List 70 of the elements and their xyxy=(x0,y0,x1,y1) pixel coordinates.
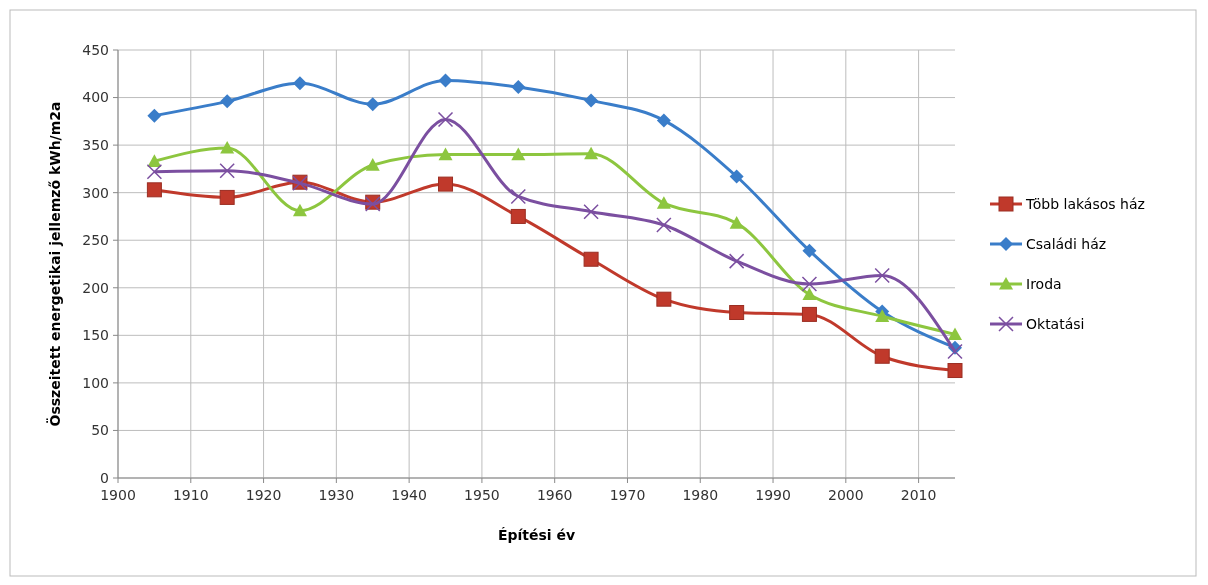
point xyxy=(729,169,744,184)
y-tick-label: 450 xyxy=(82,41,109,58)
y-tick-label: 100 xyxy=(82,374,109,391)
legend-label: Iroda xyxy=(1026,275,1062,292)
point xyxy=(947,363,963,379)
legend-label: Családi ház xyxy=(1026,235,1107,252)
point xyxy=(438,176,454,192)
point xyxy=(874,267,890,284)
point xyxy=(802,243,817,258)
point xyxy=(292,203,307,217)
point xyxy=(656,291,672,307)
y-tick-label: 300 xyxy=(82,184,109,201)
x-tick-label: 1990 xyxy=(755,487,791,503)
y-tick-label: 250 xyxy=(82,232,109,249)
y-tick-label: 50 xyxy=(91,422,109,439)
point xyxy=(729,305,745,321)
y-axis-title: Összeitett energetikai jellemző kWh/m2a xyxy=(46,101,63,427)
point xyxy=(948,327,962,340)
x-tick-label: 2000 xyxy=(828,487,864,503)
x-tick-label: 1930 xyxy=(318,487,355,503)
point xyxy=(511,147,526,161)
point xyxy=(656,217,672,233)
y-tick-label: 0 xyxy=(100,469,109,486)
x-tick-label: 2010 xyxy=(900,487,937,503)
point xyxy=(510,208,526,224)
point xyxy=(146,163,163,180)
point xyxy=(874,348,890,364)
point xyxy=(437,111,454,128)
point xyxy=(438,73,453,88)
point xyxy=(583,251,599,267)
x-axis-title: Építési év xyxy=(497,527,576,543)
point xyxy=(147,154,162,167)
legend-label: Oktatási xyxy=(1026,315,1085,332)
x-tick-label: 1980 xyxy=(682,487,719,503)
point xyxy=(147,108,162,123)
x-tick-label: 1900 xyxy=(100,487,136,503)
point xyxy=(875,309,890,322)
y-tick-label: 400 xyxy=(82,89,109,106)
x-tick-label: 1960 xyxy=(536,487,573,503)
x-tick-label: 1970 xyxy=(609,487,646,503)
point xyxy=(801,306,817,322)
point xyxy=(511,80,526,95)
point xyxy=(365,97,380,112)
point xyxy=(510,188,527,205)
legend-label: Több lakásos ház xyxy=(1025,195,1145,212)
point xyxy=(220,94,235,109)
point xyxy=(584,93,599,108)
point xyxy=(292,76,307,91)
x-tick-label: 1920 xyxy=(245,487,282,503)
point xyxy=(220,140,235,154)
point xyxy=(584,146,599,160)
point xyxy=(146,182,162,198)
point xyxy=(656,113,671,128)
y-tick-label: 150 xyxy=(82,327,109,344)
point xyxy=(438,147,453,161)
x-tick-label: 1910 xyxy=(172,487,209,503)
y-tick-label: 350 xyxy=(82,137,109,154)
point xyxy=(365,158,380,171)
point xyxy=(656,196,671,209)
point xyxy=(729,216,744,229)
point xyxy=(583,203,599,220)
point xyxy=(728,253,745,269)
point xyxy=(219,163,235,179)
point xyxy=(802,287,817,301)
point xyxy=(947,343,963,360)
point xyxy=(801,276,818,292)
x-tick-label: 1950 xyxy=(464,487,500,503)
x-tick-label: 1940 xyxy=(391,487,427,503)
y-tick-label: 200 xyxy=(82,279,109,296)
point xyxy=(219,189,235,205)
